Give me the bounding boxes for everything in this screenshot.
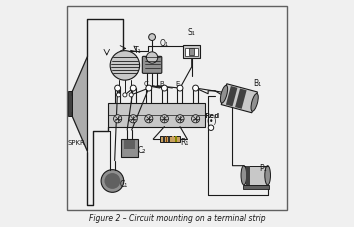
- Text: C: C: [144, 81, 148, 87]
- Text: R₁: R₁: [181, 137, 189, 146]
- Text: P₁: P₁: [260, 163, 267, 172]
- Circle shape: [192, 115, 200, 123]
- Text: Red: Red: [205, 113, 220, 119]
- Bar: [166, 136, 167, 142]
- Ellipse shape: [251, 94, 258, 112]
- Circle shape: [149, 35, 155, 41]
- Circle shape: [129, 115, 137, 123]
- Polygon shape: [226, 87, 238, 107]
- Circle shape: [129, 94, 133, 97]
- Ellipse shape: [241, 166, 247, 185]
- Ellipse shape: [221, 86, 228, 104]
- Bar: [185, 49, 198, 57]
- Circle shape: [161, 86, 167, 92]
- Text: T₁: T₁: [134, 46, 142, 55]
- Bar: [124, 140, 135, 149]
- Circle shape: [160, 115, 169, 123]
- Bar: [243, 185, 269, 189]
- Circle shape: [208, 126, 214, 131]
- Polygon shape: [235, 89, 247, 109]
- Bar: [172, 136, 174, 142]
- Text: C₁: C₁: [119, 179, 127, 188]
- Circle shape: [193, 86, 199, 92]
- Bar: [69, 107, 72, 113]
- Bar: [175, 136, 177, 142]
- Polygon shape: [221, 84, 257, 113]
- Text: E: E: [175, 81, 179, 87]
- Circle shape: [146, 86, 152, 92]
- Text: SPKR: SPKR: [67, 140, 85, 146]
- Circle shape: [177, 86, 183, 92]
- Text: Q₁: Q₁: [160, 39, 169, 48]
- Circle shape: [114, 115, 122, 123]
- Bar: [163, 136, 165, 142]
- Bar: [160, 136, 181, 142]
- Text: Figure 2 – Circuit mounting on a terminal strip: Figure 2 – Circuit mounting on a termina…: [89, 213, 265, 222]
- Bar: [244, 166, 268, 185]
- Bar: [69, 96, 72, 101]
- Circle shape: [116, 94, 121, 97]
- Ellipse shape: [265, 166, 270, 185]
- Bar: [69, 102, 72, 107]
- Circle shape: [145, 115, 153, 123]
- Circle shape: [110, 52, 139, 81]
- Polygon shape: [72, 57, 87, 152]
- Bar: [68, 92, 72, 117]
- FancyBboxPatch shape: [183, 46, 200, 59]
- Text: B: B: [159, 81, 164, 87]
- Bar: [169, 136, 170, 142]
- Circle shape: [123, 94, 127, 97]
- Bar: [246, 166, 250, 185]
- FancyBboxPatch shape: [142, 57, 162, 74]
- Text: (•): (•): [207, 117, 217, 126]
- Text: B₁: B₁: [253, 79, 261, 88]
- Circle shape: [130, 86, 136, 92]
- Circle shape: [147, 53, 158, 64]
- Text: C₂: C₂: [137, 145, 146, 154]
- Circle shape: [115, 86, 121, 92]
- Circle shape: [101, 170, 124, 192]
- Bar: [108, 103, 205, 127]
- Bar: [189, 49, 194, 56]
- Circle shape: [176, 115, 184, 123]
- Text: S₁: S₁: [188, 28, 196, 37]
- Circle shape: [104, 173, 120, 189]
- FancyBboxPatch shape: [121, 139, 138, 157]
